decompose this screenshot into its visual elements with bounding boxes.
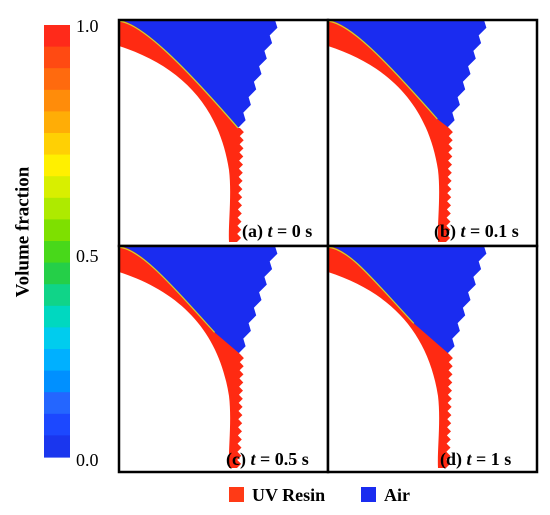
colorbar-tick-label: 0.5 bbox=[76, 246, 99, 266]
uv-resin-region bbox=[328, 246, 453, 468]
panel-label-a: (a) t = 0 s bbox=[242, 221, 312, 242]
uv-resin-region bbox=[119, 246, 244, 468]
panel-c bbox=[117, 244, 330, 474]
colorbar-segment bbox=[44, 25, 70, 48]
colorbar-segment bbox=[44, 392, 70, 415]
panel-d bbox=[326, 244, 539, 474]
colorbar-segment bbox=[44, 413, 70, 436]
colorbar-segment bbox=[44, 327, 70, 350]
colorbar-segment bbox=[44, 68, 70, 91]
legend-swatch-uv-resin bbox=[229, 487, 244, 502]
panel-label-c: (c) t = 0.5 s bbox=[226, 449, 309, 470]
colorbar bbox=[44, 25, 70, 458]
legend-label-air: Air bbox=[384, 485, 410, 505]
colorbar-segment bbox=[44, 133, 70, 156]
panel-label-d: (d) t = 1 s bbox=[440, 449, 511, 470]
colorbar-segment bbox=[44, 176, 70, 199]
colorbar-segment bbox=[44, 46, 70, 69]
colorbar-tick-label: 0.0 bbox=[76, 450, 99, 470]
colorbar-segment bbox=[44, 262, 70, 285]
colorbar-segment bbox=[44, 305, 70, 328]
colorbar-segment bbox=[44, 111, 70, 134]
colorbar-segment bbox=[44, 241, 70, 264]
colorbar-tick-label: 1.0 bbox=[76, 16, 99, 36]
panel-label-b: (b) t = 0.1 s bbox=[434, 221, 519, 242]
colorbar-segment bbox=[44, 284, 70, 307]
colorbar-segment bbox=[44, 349, 70, 372]
uv-resin-region bbox=[119, 20, 244, 242]
colorbar-segment bbox=[44, 435, 70, 458]
colorbar-segment bbox=[44, 370, 70, 393]
uv-resin-region bbox=[328, 20, 453, 242]
interface-line bbox=[118, 246, 216, 333]
legend-swatch-air bbox=[361, 487, 376, 502]
interface-line bbox=[118, 20, 239, 129]
colorbar-segment bbox=[44, 89, 70, 112]
legend-label-uv-resin: UV Resin bbox=[252, 485, 325, 505]
colorbar-title: Volume fraction bbox=[12, 166, 33, 297]
panel-a bbox=[117, 18, 330, 248]
panel-grid bbox=[117, 18, 539, 474]
interface-line bbox=[327, 246, 415, 324]
colorbar-segment bbox=[44, 219, 70, 242]
interface-line bbox=[327, 20, 438, 120]
panel-border bbox=[326, 244, 539, 474]
colorbar-segment bbox=[44, 197, 70, 220]
panel-b bbox=[326, 18, 539, 248]
colorbar-segment bbox=[44, 154, 70, 177]
